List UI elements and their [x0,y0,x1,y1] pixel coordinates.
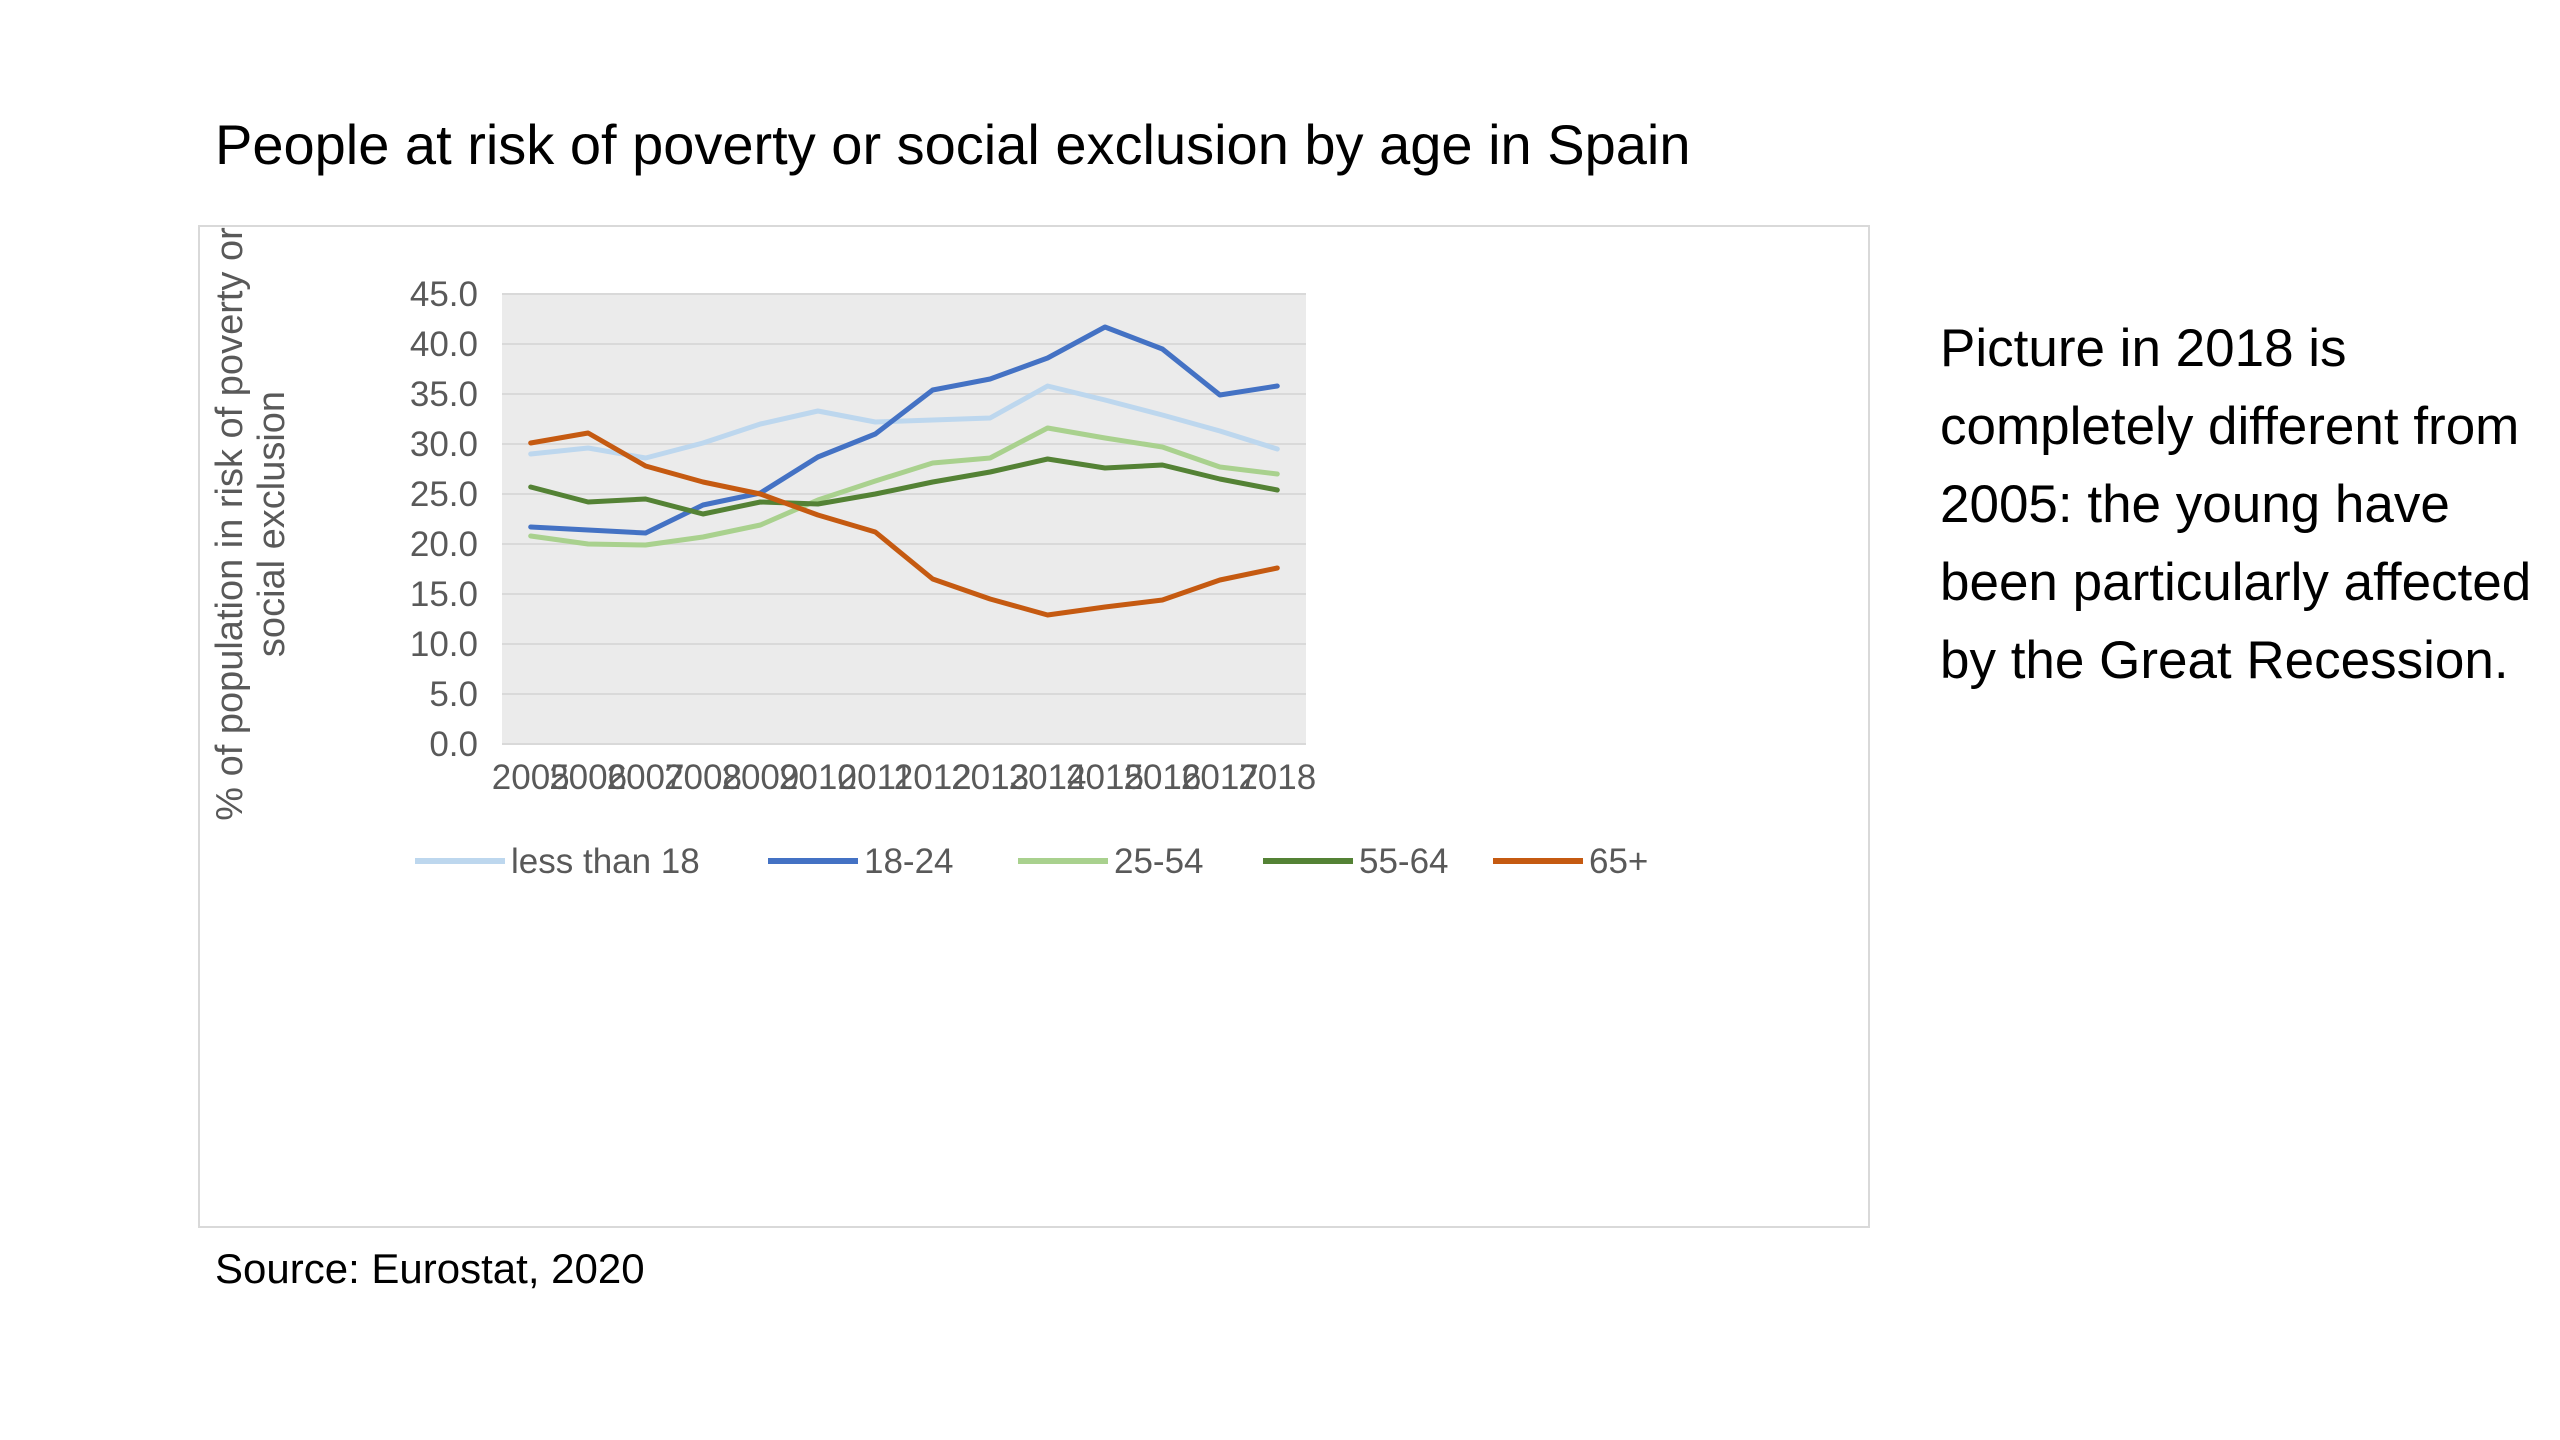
series-line-65- [528,430,1280,618]
legend-label: 18-24 [864,842,954,881]
series-line-less-than-18 [528,383,1280,461]
legend-label: less than 18 [511,842,700,881]
x-tick-label: 2014 [1009,758,1087,797]
annotation-text: Picture in 2018 is completely different … [1940,319,2532,690]
y-tick-label: 40.0 [410,325,478,364]
x-tick-label: 2017 [1181,758,1259,797]
y-tick-label: 30.0 [410,425,478,464]
series-line-18-24 [528,324,1280,536]
plot-area [502,294,1306,744]
x-tick-label: 2011 [838,758,913,797]
legend-label: 55-64 [1359,842,1449,881]
y-axis-ticks: 0.0 5.0 10.0 15.0 20.0 25.0 30.0 35.0 40.0 45.0 [410,275,478,764]
x-tick-label: 2010 [779,758,857,797]
x-axis-ticks: 2005200620072008200920102011201220132014… [492,758,1316,797]
x-tick-label: 2005 [492,758,570,797]
y-axis-title: % of population in risk of poverty or soc… [209,227,293,821]
legend-label: 25-54 [1114,842,1204,881]
y-tick-label: 0.0 [429,725,478,764]
y-tick-label: 20.0 [410,525,478,564]
y-axis-title-line: % of population in risk of poverty or [209,227,251,821]
y-tick-label: 15.0 [410,575,478,614]
series-line-55-64 [528,456,1280,517]
source-caption: Source: Eurostat, 2020 [215,1245,645,1292]
x-tick-label: 2009 [721,758,799,797]
x-tick-label: 2006 [549,758,627,797]
y-tick-label: 5.0 [429,675,478,714]
y-tick-label: 10.0 [410,625,478,664]
x-tick-label: 2012 [894,758,972,797]
gridlines [502,293,1306,745]
x-tick-label: 2008 [664,758,742,797]
x-tick-label: 2015 [1066,758,1144,797]
x-tick-label: 2016 [1123,758,1201,797]
x-tick-label: 2013 [951,758,1029,797]
line-chart: 0.0 5.0 10.0 15.0 20.0 25.0 30.0 35.0 40.0 45.0 2… [209,227,1648,881]
series-line-25-54 [528,425,1280,548]
x-tick-label: 2007 [607,758,685,797]
x-tick-label: 2018 [1238,758,1316,797]
legend: less than 18 18-24 25-54 55-64 65+ [415,842,1648,881]
y-tick-label: 45.0 [410,275,478,314]
y-tick-label: 25.0 [410,475,478,514]
legend-label: 65+ [1589,842,1648,881]
series-lines [528,324,1280,618]
y-tick-label: 35.0 [410,375,478,414]
slide-title: People at risk of poverty or social excl… [215,113,1691,176]
y-axis-title-line: social exclusion [251,391,293,657]
chart-frame: 0.0 5.0 10.0 15.0 20.0 25.0 30.0 35.0 40.0 45.0 2… [198,225,1870,1228]
